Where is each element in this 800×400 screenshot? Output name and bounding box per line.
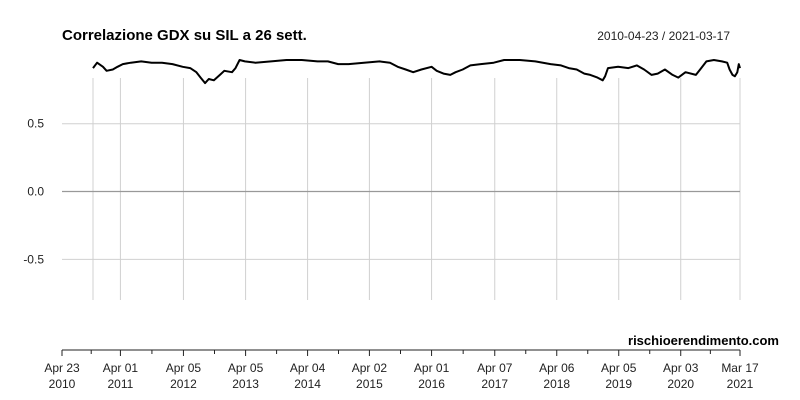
x-tick-year: 2020 [667,377,694,391]
x-tick-year: 2015 [356,377,383,391]
x-tick-label: Apr 02 [352,361,388,375]
x-tick-label: Apr 01 [414,361,450,375]
x-tick-year: 2010 [49,377,76,391]
y-tick-label: -0.5 [23,252,44,266]
x-gridlines [92,78,741,300]
x-tick-year: 2018 [543,377,570,391]
x-tick-label: Apr 03 [663,361,699,375]
x-tick-year: 2017 [481,377,508,391]
x-tick-label: Apr 04 [290,361,326,375]
x-tick-year: 2011 [108,377,134,391]
chart-date-range: 2010-04-23 / 2021-03-17 [597,29,730,43]
x-tick-label: Apr 05 [601,361,637,375]
x-tick-label: Apr 01 [103,361,139,375]
x-tick-label: Apr 07 [477,361,513,375]
x-tick-year: 2016 [418,377,445,391]
y-tick-label: 0.5 [27,117,44,131]
x-tick-label: Apr 06 [539,361,575,375]
x-tick-label: Apr 23 [44,361,80,375]
x-tick-year: 2019 [605,377,632,391]
x-tick-year: 2014 [294,377,321,391]
x-tick-label: Apr 05 [228,361,264,375]
x-tick-year: 2021 [727,377,754,391]
series-line [92,59,741,85]
y-gridlines [62,123,740,260]
y-tick-label: 0.0 [27,185,44,199]
x-tick-year: 2012 [170,377,197,391]
y-axis-labels: 0.5 0.0 -0.5 [23,117,44,267]
credit-text: rischioerendimento.com [628,333,779,348]
x-tick-label: Apr 05 [166,361,202,375]
chart-title: Correlazione GDX su SIL a 26 sett. [62,27,307,44]
x-axis: Apr 23 2010 Apr 01 2011 Apr 05 2012 Apr 05 2013… [44,350,759,391]
x-tick-year: 2013 [232,377,259,391]
x-tick-label: Mar 17 [721,361,759,375]
